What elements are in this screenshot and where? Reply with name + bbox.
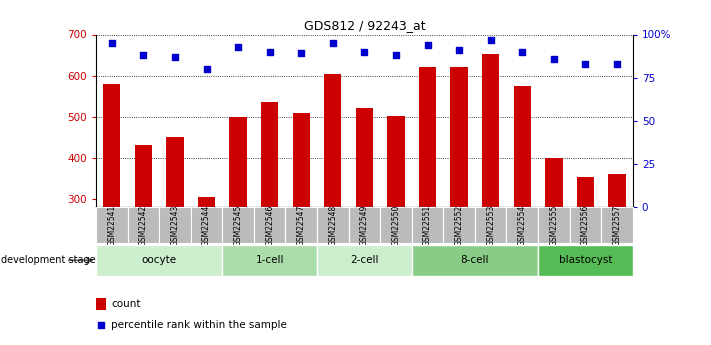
Text: GSM22550: GSM22550 — [392, 205, 400, 246]
Bar — [577, 177, 594, 207]
Bar — [387, 116, 405, 207]
Bar — [412, 207, 444, 243]
Text: GSM22555: GSM22555 — [550, 205, 558, 246]
Bar — [451, 67, 468, 207]
Bar — [545, 158, 562, 207]
Bar — [96, 207, 127, 243]
Point — [422, 42, 433, 48]
Text: 1-cell: 1-cell — [255, 256, 284, 265]
Text: blastocyst: blastocyst — [559, 256, 612, 265]
Bar — [475, 207, 506, 243]
Bar — [602, 207, 633, 243]
Text: GSM22542: GSM22542 — [139, 205, 148, 246]
Bar — [419, 67, 437, 207]
Point — [232, 44, 244, 49]
Point — [106, 40, 117, 46]
Point — [390, 52, 402, 58]
Bar — [444, 207, 475, 243]
Bar — [166, 137, 183, 207]
Bar — [96, 298, 106, 310]
Text: GSM22543: GSM22543 — [171, 205, 179, 246]
Text: GSM22547: GSM22547 — [296, 205, 306, 246]
Text: oocyte: oocyte — [141, 256, 177, 265]
Bar — [412, 245, 538, 276]
Text: development stage: development stage — [1, 256, 96, 265]
Text: GSM22548: GSM22548 — [328, 205, 337, 246]
Bar — [254, 207, 285, 243]
Point — [169, 54, 181, 60]
Bar — [198, 197, 215, 207]
Text: GSM22541: GSM22541 — [107, 205, 117, 246]
Bar — [134, 145, 152, 207]
Text: GSM22552: GSM22552 — [454, 205, 464, 246]
Bar — [285, 207, 317, 243]
Bar — [538, 207, 570, 243]
Text: GSM22545: GSM22545 — [234, 205, 242, 246]
Text: GSM22554: GSM22554 — [518, 205, 527, 246]
Point — [95, 322, 107, 327]
Bar — [317, 207, 348, 243]
Text: percentile rank within the sample: percentile rank within the sample — [111, 320, 287, 329]
Bar — [261, 102, 278, 207]
Bar — [482, 54, 499, 207]
Text: GSM22551: GSM22551 — [423, 205, 432, 246]
Bar — [380, 207, 412, 243]
Bar — [96, 245, 223, 276]
Bar — [223, 245, 317, 276]
Text: GSM22553: GSM22553 — [486, 205, 495, 246]
Text: 2-cell: 2-cell — [350, 256, 379, 265]
Point — [611, 61, 623, 67]
Bar — [127, 207, 159, 243]
Bar — [317, 245, 412, 276]
Bar — [513, 86, 531, 207]
Text: GSM22546: GSM22546 — [265, 205, 274, 246]
Bar — [348, 207, 380, 243]
Bar — [159, 207, 191, 243]
Bar — [191, 207, 223, 243]
Text: GSM22557: GSM22557 — [612, 205, 621, 246]
Point — [454, 47, 465, 53]
Point — [138, 52, 149, 58]
Point — [201, 66, 212, 72]
Text: GSM22544: GSM22544 — [202, 205, 211, 246]
Text: GSM22549: GSM22549 — [360, 205, 369, 246]
Bar — [324, 74, 341, 207]
Bar — [292, 112, 310, 207]
Point — [579, 61, 591, 67]
Point — [485, 37, 496, 42]
Point — [358, 49, 370, 55]
Point — [327, 40, 338, 46]
Bar — [570, 207, 602, 243]
Point — [264, 49, 275, 55]
Text: count: count — [111, 299, 141, 309]
Bar — [356, 108, 373, 207]
Text: GSM22556: GSM22556 — [581, 205, 590, 246]
Title: GDS812 / 92243_at: GDS812 / 92243_at — [304, 19, 425, 32]
Bar — [609, 174, 626, 207]
Bar — [538, 245, 633, 276]
Bar — [230, 117, 247, 207]
Point — [548, 56, 560, 61]
Bar — [103, 84, 120, 207]
Bar — [223, 207, 254, 243]
Bar — [506, 207, 538, 243]
Text: 8-cell: 8-cell — [461, 256, 489, 265]
Point — [517, 49, 528, 55]
Point — [296, 51, 307, 56]
